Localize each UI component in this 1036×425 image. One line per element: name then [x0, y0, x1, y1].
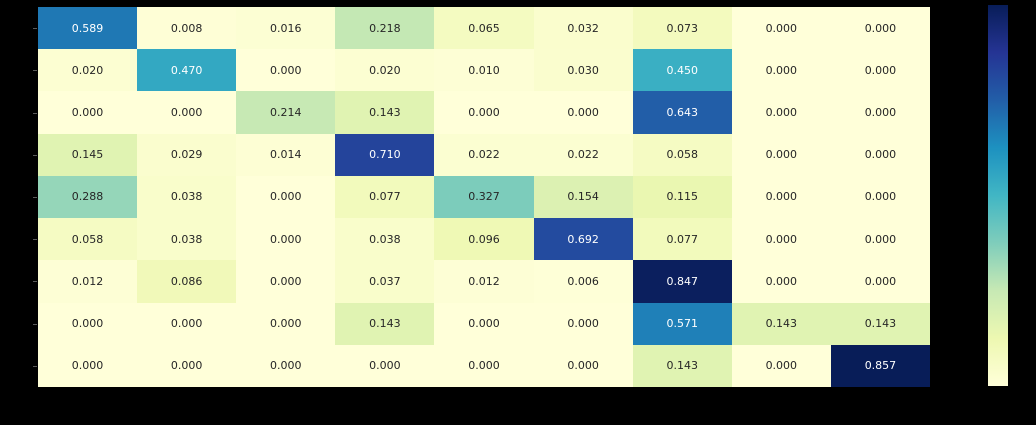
heatmap-cell-r0-c8: 0.000 [830, 7, 930, 50]
heatmap-cell-r5-c5: 0.692 [533, 218, 633, 261]
heatmap-cell-r4-c1: 0.038 [137, 175, 237, 219]
y-axis-tick-5 [33, 239, 37, 240]
heatmap-cell-r7-c7: 0.143 [731, 302, 831, 345]
heatmap-cell-r4-c4: 0.327 [434, 175, 534, 219]
heatmap-cell-r8-c7: 0.000 [731, 344, 831, 387]
heatmap-cell-r2-c1: 0.000 [137, 91, 237, 134]
heatmap-cell-r8-c5: 0.000 [533, 344, 633, 387]
heatmap-cell-r8-c2: 0.000 [236, 344, 336, 387]
heatmap-cell-r2-c3: 0.143 [335, 91, 435, 134]
heatmap-cell-r1-c8: 0.000 [830, 49, 930, 92]
heatmap-cell-r6-c0: 0.012 [38, 260, 138, 303]
heatmap-cell-r0-c6: 0.073 [632, 7, 732, 50]
heatmap-cell-r6-c8: 0.000 [830, 260, 930, 303]
heatmap-cell-r2-c4: 0.000 [434, 91, 534, 134]
heatmap-cell-r6-c3: 0.037 [335, 260, 435, 303]
y-axis-tick-7 [33, 324, 37, 325]
heatmap-cell-r5-c2: 0.000 [236, 218, 336, 261]
heatmap-cell-r2-c0: 0.000 [38, 91, 138, 134]
heatmap-cell-r3-c2: 0.014 [236, 133, 336, 176]
heatmap-cell-r1-c0: 0.020 [38, 49, 138, 92]
heatmap-cell-r8-c1: 0.000 [137, 344, 237, 387]
heatmap-cell-r4-c8: 0.000 [830, 175, 930, 219]
heatmap-cell-r2-c2: 0.214 [236, 91, 336, 134]
heatmap-cell-r3-c3: 0.710 [335, 133, 435, 176]
heatmap-cell-r4-c2: 0.000 [236, 175, 336, 219]
heatmap-cell-r1-c6: 0.450 [632, 49, 732, 92]
heatmap-cell-r1-c4: 0.010 [434, 49, 534, 92]
heatmap-cell-r8-c0: 0.000 [38, 344, 138, 387]
y-axis-tick-8 [33, 366, 37, 367]
heatmap-cell-r6-c6: 0.847 [632, 260, 732, 303]
heatmap-cell-r7-c0: 0.000 [38, 302, 138, 345]
heatmap-cell-r3-c4: 0.022 [434, 133, 534, 176]
heatmap-cell-r8-c6: 0.143 [632, 344, 732, 387]
y-axis-tick-3 [33, 155, 37, 156]
heatmap-cell-r7-c6: 0.571 [632, 302, 732, 345]
heatmap-cell-r7-c2: 0.000 [236, 302, 336, 345]
heatmap-cell-r5-c1: 0.038 [137, 218, 237, 261]
heatmap-cell-r5-c8: 0.000 [830, 218, 930, 261]
heatmap-cell-r3-c5: 0.022 [533, 133, 633, 176]
heatmap-cell-r0-c2: 0.016 [236, 7, 336, 50]
heatmap-cell-r5-c3: 0.038 [335, 218, 435, 261]
heatmap-cell-r7-c4: 0.000 [434, 302, 534, 345]
heatmap-cell-r5-c4: 0.096 [434, 218, 534, 261]
heatmap-cell-r0-c7: 0.000 [731, 7, 831, 50]
heatmap-cell-r4-c7: 0.000 [731, 175, 831, 219]
heatmap-cell-r5-c7: 0.000 [731, 218, 831, 261]
heatmap-cell-r3-c0: 0.145 [38, 133, 138, 176]
heatmap-cell-r1-c3: 0.020 [335, 49, 435, 92]
heatmap-cell-r0-c0: 0.589 [38, 7, 138, 50]
heatmap: 0.589 0.008 0.016 0.218 0.065 0.032 0.073 0.000… [38, 7, 930, 387]
y-axis-tick-0 [33, 28, 37, 29]
colorbar [988, 5, 1008, 386]
heatmap-cell-r2-c5: 0.000 [533, 91, 633, 134]
heatmap-cell-r7-c5: 0.000 [533, 302, 633, 345]
heatmap-cell-r3-c1: 0.029 [137, 133, 237, 176]
heatmap-cell-r0-c4: 0.065 [434, 7, 534, 50]
heatmap-cell-r2-c7: 0.000 [731, 91, 831, 134]
heatmap-cell-r1-c5: 0.030 [533, 49, 633, 92]
heatmap-cell-r2-c6: 0.643 [632, 91, 732, 134]
heatmap-cell-r7-c1: 0.000 [137, 302, 237, 345]
heatmap-cell-r8-c3: 0.000 [335, 344, 435, 387]
heatmap-cell-r4-c3: 0.077 [335, 175, 435, 219]
heatmap-cell-r8-c8: 0.857 [830, 344, 930, 387]
heatmap-cell-r4-c5: 0.154 [533, 175, 633, 219]
heatmap-cell-r7-c8: 0.143 [830, 302, 930, 345]
heatmap-cell-r1-c2: 0.000 [236, 49, 336, 92]
heatmap-cell-r3-c6: 0.058 [632, 133, 732, 176]
heatmap-cell-r2-c8: 0.000 [830, 91, 930, 134]
heatmap-cell-r6-c4: 0.012 [434, 260, 534, 303]
heatmap-cell-r3-c7: 0.000 [731, 133, 831, 176]
heatmap-cell-r5-c0: 0.058 [38, 218, 138, 261]
heatmap-cell-r0-c5: 0.032 [533, 7, 633, 50]
heatmap-cell-r1-c7: 0.000 [731, 49, 831, 92]
y-axis-tick-2 [33, 113, 37, 114]
heatmap-cell-r1-c1: 0.470 [137, 49, 237, 92]
heatmap-cell-r6-c2: 0.000 [236, 260, 336, 303]
heatmap-cell-r7-c3: 0.143 [335, 302, 435, 345]
heatmap-cell-r6-c1: 0.086 [137, 260, 237, 303]
y-axis-tick-6 [33, 281, 37, 282]
heatmap-cell-r3-c8: 0.000 [830, 133, 930, 176]
heatmap-cell-r0-c1: 0.008 [137, 7, 237, 50]
y-axis-tick-4 [33, 197, 37, 198]
heatmap-cell-r0-c3: 0.218 [335, 7, 435, 50]
heatmap-cell-r6-c7: 0.000 [731, 260, 831, 303]
heatmap-cell-r8-c4: 0.000 [434, 344, 534, 387]
y-axis-tick-1 [33, 70, 37, 71]
heatmap-cell-r4-c6: 0.115 [632, 175, 732, 219]
heatmap-cell-r5-c6: 0.077 [632, 218, 732, 261]
heatmap-cell-r6-c5: 0.006 [533, 260, 633, 303]
heatmap-cell-r4-c0: 0.288 [38, 175, 138, 219]
